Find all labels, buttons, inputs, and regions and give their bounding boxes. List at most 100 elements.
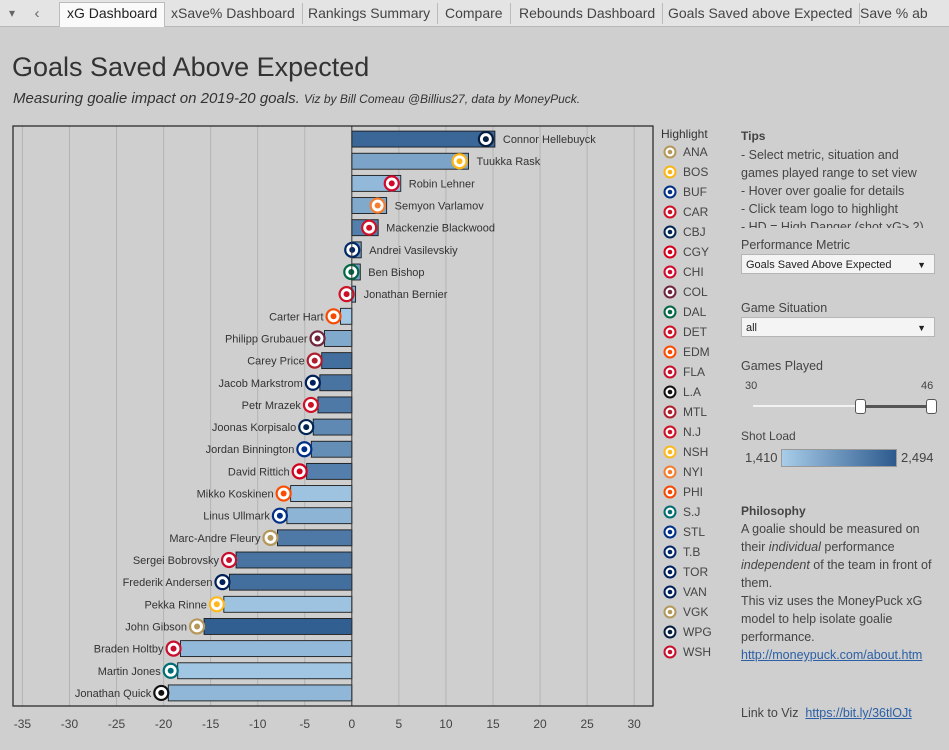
bar[interactable] [324, 330, 353, 347]
team-logo-icon [663, 405, 677, 419]
legend-team-item[interactable]: PHI [663, 483, 703, 501]
team-logo-mark [170, 645, 177, 652]
page-title: Goals Saved Above Expected [12, 52, 370, 82]
legend-team-item[interactable]: COL [663, 283, 708, 301]
bar[interactable] [286, 507, 353, 525]
bar[interactable] [223, 595, 353, 613]
legend-team-label: DET [683, 325, 707, 339]
goalie-name-label: Connor Hellebuyck [503, 134, 596, 146]
bar[interactable] [177, 662, 353, 680]
legend-team-item[interactable]: T.B [663, 543, 700, 561]
page-subtitle: Measuring goalie impact on 2019-20 goals… [13, 90, 580, 107]
philosophy-text-part: A goalie should be measured on their [741, 522, 920, 554]
moneypuck-link[interactable]: http://moneypuck.com/about.htm [741, 648, 923, 662]
team-logo-mark [158, 689, 165, 696]
legend-team-item[interactable]: L.A [663, 383, 701, 401]
tabs-back-button[interactable]: ‹ [34, 4, 40, 22]
tab-xsave-dashboard[interactable]: xSave% Dashboard [164, 3, 303, 24]
bar[interactable] [203, 618, 353, 635]
x-tick-label: -15 [202, 717, 220, 731]
legend-team-item[interactable]: CBJ [663, 223, 706, 241]
bar[interactable] [319, 374, 353, 392]
bar[interactable] [229, 573, 353, 591]
team-logo-mark [330, 313, 337, 320]
gp-slider-max-handle[interactable] [926, 399, 937, 414]
team-logo-mark [482, 136, 489, 143]
bar[interactable] [180, 640, 353, 658]
legend-team-item[interactable]: EDM [663, 343, 710, 361]
team-logo-mark [311, 357, 318, 364]
legend-team-item[interactable]: WPG [663, 623, 712, 641]
tab-save-pct-above[interactable]: Save % ab [860, 5, 928, 21]
gp-slider-track[interactable] [753, 405, 931, 407]
legend-team-item[interactable]: BOS [663, 163, 708, 181]
team-logo-icon [663, 505, 677, 519]
bar[interactable] [312, 418, 353, 436]
legend-team-item[interactable]: CAR [663, 203, 708, 221]
goalie-name-label: Petr Mrazek [242, 400, 302, 412]
situation-dropdown[interactable]: all ▼ [741, 317, 935, 337]
legend-team-item[interactable]: BUF [663, 183, 707, 201]
goalie-name-label: Philipp Grubauer [225, 333, 308, 345]
team-logo-icon [663, 225, 677, 239]
bar[interactable] [290, 485, 353, 502]
team-logo-icon [663, 425, 677, 439]
tab-compare[interactable]: Compare [438, 3, 511, 24]
gp-slider-min-handle[interactable] [854, 399, 866, 414]
situation-label: Game Situation [741, 301, 828, 315]
tab-xg-dashboard[interactable]: xG Dashboard [59, 2, 166, 27]
goalie-name-label: Jonathan Quick [75, 688, 152, 700]
metric-dropdown[interactable]: Goals Saved Above Expected ▼ [741, 254, 935, 274]
legend-team-item[interactable]: CGY [663, 243, 709, 261]
legend-team-item[interactable]: VAN [663, 583, 707, 601]
legend-team-item[interactable]: NYI [663, 463, 703, 481]
philosophy-paragraph-2: This viz uses the MoneyPuck xG model to … [741, 594, 923, 644]
tabs-menu-button[interactable]: ▾ [8, 6, 16, 20]
team-logo-mark [307, 401, 314, 408]
viz-url-link[interactable]: https://bit.ly/36tlOJt [805, 706, 912, 720]
x-tick-label: -5 [299, 717, 310, 731]
legend-team-item[interactable]: WSH [663, 643, 711, 661]
legend-team-item[interactable]: MTL [663, 403, 707, 421]
bar[interactable] [321, 352, 353, 370]
legend-team-item[interactable]: DET [663, 323, 707, 341]
legend-team-item[interactable]: FLA [663, 363, 705, 381]
x-tick-label: -35 [14, 717, 32, 731]
bar[interactable] [351, 152, 469, 170]
legend-team-item[interactable]: S.J [663, 503, 700, 521]
team-logo-mark [296, 468, 303, 475]
legend-team-item[interactable]: DAL [663, 303, 706, 321]
x-tick-label: 20 [533, 717, 547, 731]
bar[interactable] [235, 551, 353, 569]
tab-bar: ▾ ‹ xG Dashboard xSave% Dashboard Rankin… [0, 0, 949, 27]
legend-team-label: ANA [683, 145, 708, 159]
bar[interactable] [306, 462, 353, 480]
goalie-name-label: Jordan Binnington [206, 444, 295, 456]
bar[interactable] [340, 307, 353, 325]
legend-team-label: BOS [683, 165, 709, 179]
legend-team-item[interactable]: STL [663, 523, 705, 541]
legend-team-item[interactable]: NSH [663, 443, 708, 461]
bar[interactable] [310, 440, 353, 458]
tip-line: - HD = High Danger (shot xG> 2) [741, 220, 924, 228]
team-logo-icon [663, 565, 677, 579]
legend-team-label: CGY [683, 245, 710, 259]
bar[interactable] [277, 529, 353, 547]
legend-team-item[interactable]: CHI [663, 263, 704, 281]
legend-team-item[interactable]: ANA [663, 143, 708, 161]
goalie-name-label: Mikko Koskinen [197, 489, 274, 501]
bar[interactable] [167, 684, 353, 702]
tab-goals-saved-above-expected[interactable]: Goals Saved above Expected [661, 3, 861, 24]
tab-rankings-summary[interactable]: Rankings Summary [301, 3, 439, 24]
team-logo-mark [219, 579, 226, 586]
legend-team-item[interactable]: N.J [663, 423, 701, 441]
subtitle-text: Measuring goalie impact on 2019-20 goals… [13, 90, 300, 107]
tab-rebounds-dashboard[interactable]: Rebounds Dashboard [512, 3, 664, 24]
bar[interactable] [351, 130, 496, 148]
bar[interactable] [317, 396, 353, 414]
goalie-name-label: Linus Ullmark [203, 511, 270, 523]
legend-team-item[interactable]: TOR [663, 563, 708, 581]
legend-team-item[interactable]: VGK [663, 603, 708, 621]
legend-team-label: CHI [683, 265, 704, 279]
